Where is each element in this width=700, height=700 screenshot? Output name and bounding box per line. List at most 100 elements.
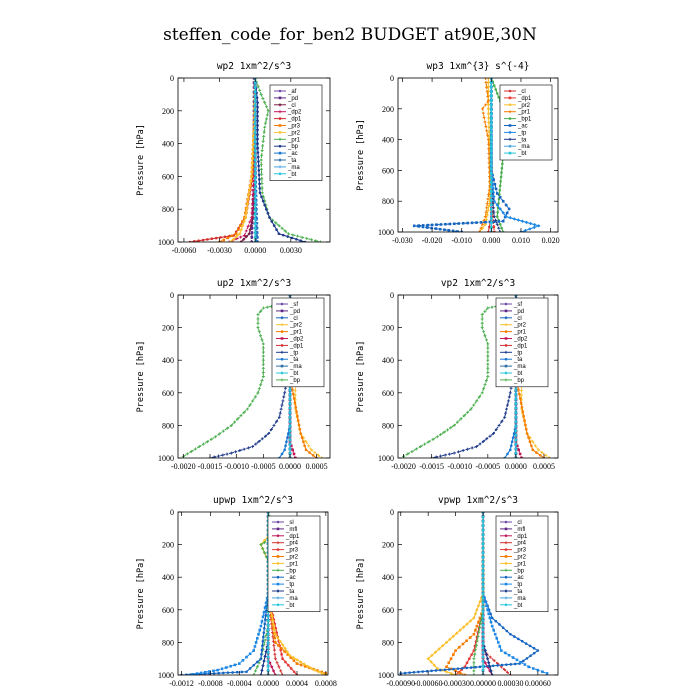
series-point (299, 663, 303, 667)
series-point (487, 612, 491, 616)
series-point (250, 156, 255, 161)
legend-entry: _bt (513, 371, 523, 377)
series-point (486, 358, 490, 362)
series-point (280, 643, 285, 647)
series-point (250, 211, 254, 215)
series-point (253, 213, 257, 216)
series-point (468, 636, 472, 639)
x-tick-label: 0.0030 (280, 246, 302, 255)
series-point (485, 604, 488, 608)
legend-entry: _ta (513, 589, 523, 595)
x-tick-label: -0.030 (392, 236, 413, 245)
legend-marker (276, 527, 280, 531)
series-point (302, 440, 305, 444)
series-point (490, 305, 494, 309)
series-point (531, 440, 535, 444)
series-point (222, 671, 225, 675)
series-point (201, 442, 205, 446)
series-point (494, 427, 498, 431)
series-point (283, 229, 287, 233)
legend-marker (276, 596, 280, 600)
series-point (508, 448, 512, 452)
series-point (414, 447, 418, 451)
legend-entry: _pr1 (285, 561, 299, 567)
series-point (288, 420, 292, 424)
series-point (298, 660, 303, 664)
series-point (481, 583, 485, 586)
series-point (486, 342, 490, 346)
series-point (270, 665, 274, 669)
series-point (465, 622, 469, 626)
series-point (256, 391, 260, 395)
series-point (532, 651, 536, 655)
series-point (445, 665, 448, 669)
legend-entry: _dp1 (513, 534, 528, 540)
series-point (457, 222, 461, 225)
series-point (256, 128, 259, 132)
series-point (300, 436, 304, 439)
series-point (425, 226, 429, 229)
series-point (199, 671, 203, 675)
series-point (452, 667, 455, 671)
series-point (481, 614, 485, 618)
series-point (295, 662, 299, 665)
series-point (261, 97, 265, 100)
series-point (272, 224, 276, 227)
series-point (491, 201, 495, 205)
series-point (291, 448, 294, 452)
series-point (504, 203, 508, 207)
y-tick-label: 1000 (378, 228, 394, 237)
legend-marker (276, 555, 280, 558)
legend-entry: _cl (289, 316, 298, 322)
legend-entry: _pr1 (517, 110, 531, 116)
series-point (287, 663, 290, 667)
series-point (417, 225, 420, 228)
series-point (540, 451, 544, 455)
x-tick-label: 0.0005 (306, 462, 328, 471)
series-point (520, 388, 524, 392)
y-axis-label: Pressure [hPa] (136, 124, 146, 196)
series-point (490, 94, 493, 98)
legend-entry: _tp (513, 350, 523, 356)
series-point (250, 231, 254, 234)
series-point (245, 670, 248, 674)
series-point (253, 172, 257, 175)
series-point (492, 220, 496, 223)
series-point (481, 533, 485, 536)
series-point (256, 317, 260, 321)
series-point (505, 403, 509, 407)
series-point (485, 90, 489, 94)
series-point (532, 225, 536, 230)
series-point (461, 449, 465, 453)
series-point (295, 658, 299, 662)
series-point (524, 423, 527, 427)
series-point (277, 644, 280, 647)
series-point (254, 669, 258, 673)
series-point (501, 626, 505, 630)
series-point (235, 670, 239, 674)
series-point (262, 130, 266, 134)
series-point (435, 223, 438, 226)
series-point (261, 342, 265, 346)
series-point (261, 350, 265, 354)
series-point (525, 432, 529, 435)
legend-marker (278, 137, 282, 141)
series-point (305, 236, 309, 240)
series-point (490, 81, 493, 84)
series-point (506, 452, 509, 456)
series-point (536, 668, 540, 672)
series-point (514, 415, 518, 419)
series-point (458, 628, 462, 632)
series-point (472, 403, 476, 407)
series-point (263, 434, 267, 438)
series-point (490, 99, 493, 102)
series-point (517, 448, 521, 452)
series-point (481, 560, 485, 564)
series-point (293, 388, 297, 392)
series-point (245, 655, 248, 659)
series-point (195, 672, 199, 675)
series-point (212, 672, 216, 675)
series-point (454, 669, 457, 673)
series-point (524, 642, 528, 645)
series-point (248, 652, 252, 656)
